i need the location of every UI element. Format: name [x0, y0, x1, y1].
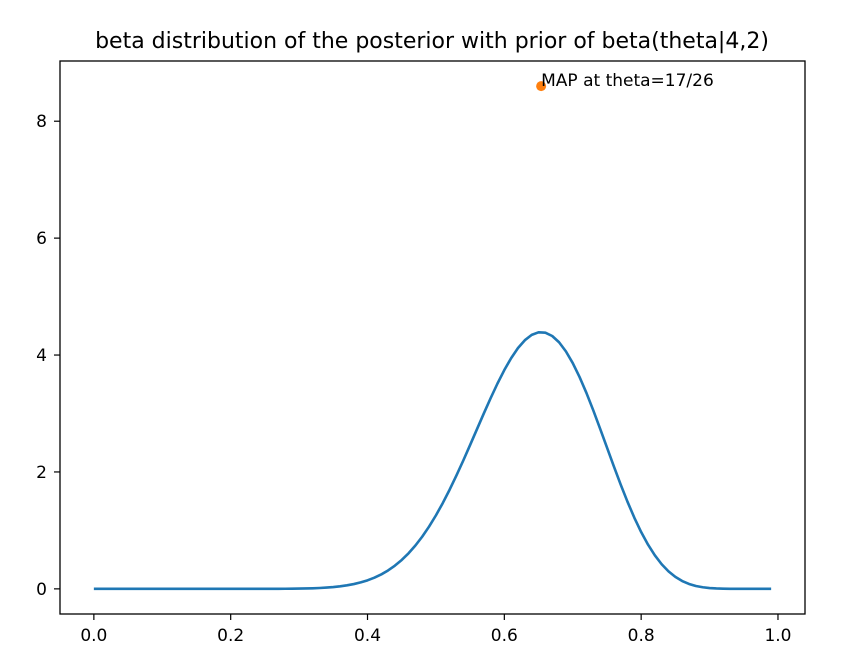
map-point-marker [536, 81, 547, 92]
axes-frame [59, 60, 806, 615]
x-tick-label: 0.4 [354, 626, 381, 646]
x-tick-label: 0.0 [80, 626, 107, 646]
posterior-curve [93, 331, 772, 591]
chart-title: beta distribution of the posterior with … [95, 29, 769, 54]
y-tick-label: 2 [36, 463, 47, 483]
y-tick-label: 0 [36, 580, 47, 600]
y-tick-label: 8 [36, 112, 47, 132]
x-tick-label: 0.6 [491, 626, 518, 646]
map-annotation: MAP at theta=17/26 [541, 71, 714, 91]
y-tick-label: 6 [36, 229, 47, 249]
x-tick-label: 1.0 [764, 626, 791, 646]
x-axis-ticks: 0.0 0.2 0.4 0.6 0.8 1.0 [80, 614, 792, 646]
y-axis-ticks: 0 2 4 6 8 [36, 112, 60, 600]
plot-area: MAP at theta=17/26 [93, 71, 772, 591]
x-tick-label: 0.8 [628, 626, 655, 646]
y-tick-label: 4 [36, 346, 47, 366]
x-tick-label: 0.2 [217, 626, 244, 646]
